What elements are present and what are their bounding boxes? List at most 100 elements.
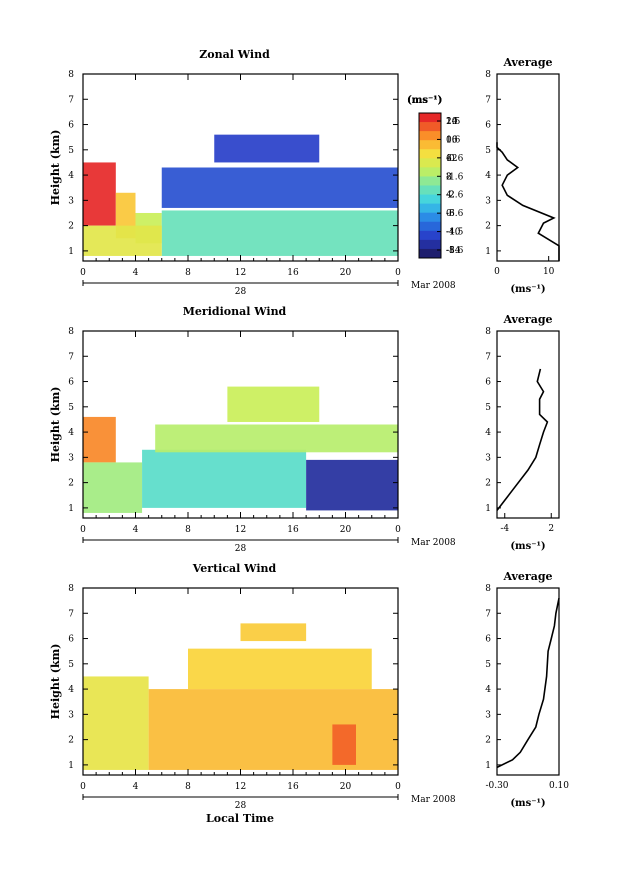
- y-tick-label: 5: [68, 660, 74, 670]
- x-tick-label: 0: [395, 268, 401, 278]
- profile-y-tick-label: 5: [485, 660, 491, 670]
- profile-x-label: (ms⁻¹): [510, 798, 545, 809]
- x-tick-label: 20: [340, 525, 352, 535]
- x-tick-label: 8: [185, 782, 191, 792]
- colorbar-swatch: [419, 158, 441, 168]
- y-tick-label: 5: [68, 146, 74, 156]
- colorbar-swatch: [419, 248, 441, 259]
- profile-title: Average: [502, 56, 552, 69]
- x-axis-title-local-time: Local Time: [206, 812, 274, 825]
- colorbar-swatch: [419, 239, 441, 250]
- profile-y-tick-label: 7: [485, 352, 491, 362]
- y-tick-label: 2: [68, 222, 74, 232]
- x-tick-label: 0: [80, 782, 86, 792]
- profile-frame: [496, 330, 560, 519]
- x-tick-label: 0: [80, 268, 86, 278]
- profile-x-tick-label: 0.10: [549, 781, 569, 791]
- profile-y-tick-label: 2: [485, 736, 491, 746]
- y-tick-label: 4: [68, 428, 74, 438]
- panel-title: Zonal Wind: [199, 48, 270, 61]
- profile-x-tick-label: 10: [543, 267, 555, 277]
- heatmap-cell-5: [227, 386, 320, 422]
- colorbar-tick-label: -4.5: [446, 228, 464, 238]
- profile-y-tick-label: 5: [485, 403, 491, 413]
- panel-title: Vertical Wind: [192, 562, 277, 575]
- heatmap-cells: [83, 386, 398, 513]
- profile-x-label: (ms⁻¹): [510, 284, 545, 295]
- colorbar-unit-label: (ms⁻¹): [407, 95, 442, 106]
- heatmap-cell-2: [142, 449, 307, 508]
- x-tick-label: 12: [235, 268, 246, 278]
- profile-y-tick-label: 4: [485, 171, 491, 181]
- profile-y-tick-label: 2: [485, 222, 491, 232]
- heatmap-cells: [83, 134, 398, 256]
- colorbar-tick-label: 12: [446, 154, 457, 164]
- heatmap-cell-0: [83, 676, 149, 770]
- colorbar-tick-label: 0.6: [446, 135, 461, 145]
- colorbar-swatch: [419, 212, 441, 223]
- y-tick-label: 8: [68, 327, 74, 337]
- y-tick-label: 5: [68, 403, 74, 413]
- heatmap-cell-4: [155, 424, 398, 453]
- colorbar-swatch: [419, 149, 441, 159]
- heatmap-cell-0: [83, 162, 116, 226]
- y-tick-label: 2: [68, 736, 74, 746]
- colorbar-tick-label: 0: [446, 209, 452, 219]
- colorbar-tick-label: -2: [446, 191, 455, 201]
- profile-y-tick-label: 4: [485, 428, 491, 438]
- colorbar-swatch: [419, 122, 441, 132]
- colorbar-unit-label: (ms⁻¹): [407, 95, 442, 106]
- colorbar-tick-label: 2: [446, 172, 452, 182]
- colorbar-swatch: [419, 113, 441, 123]
- profile-y-tick-label: 6: [485, 121, 491, 131]
- heatmap-cell-3: [161, 210, 398, 256]
- profile-title: Average: [502, 313, 552, 326]
- colorbar-unit-label: (ms⁻¹): [407, 95, 442, 106]
- profile-line: [496, 142, 560, 261]
- y-tick-label: 3: [68, 196, 74, 206]
- colorbar-tick-label: 4: [446, 191, 452, 201]
- x-tick-label: 0: [395, 525, 401, 535]
- x-tick-label: 4: [133, 782, 139, 792]
- colorbar-swatch: [419, 194, 441, 205]
- day-label: 28: [235, 287, 247, 297]
- profile-x-tick-label: -0.30: [485, 781, 508, 791]
- y-tick-label: 1: [68, 761, 74, 771]
- profile-y-tick-label: 1: [485, 761, 491, 771]
- profile-y-tick-label: 8: [485, 584, 491, 594]
- y-tick-label: 1: [68, 504, 74, 514]
- colorbar-tick-label: -5.6: [446, 246, 464, 256]
- colorbar-tick-label: -14: [446, 246, 461, 256]
- profile-frame: [496, 587, 560, 776]
- x-tick-label: 12: [235, 782, 246, 792]
- colorbar-swatch: [419, 221, 441, 232]
- profile-y-tick-label: 3: [485, 453, 491, 463]
- heatmap-cell-3: [240, 623, 307, 642]
- y-axis-title: Height (km): [49, 130, 62, 206]
- profile-y-tick-label: 8: [485, 327, 491, 337]
- profile-y-tick-label: 8: [485, 70, 491, 80]
- colorbar-tick-label: -1.6: [446, 172, 464, 182]
- colorbar-swatch: [419, 185, 441, 196]
- profile-line: [496, 368, 549, 511]
- colorbar-tick-label: 16: [446, 135, 458, 145]
- x-tick-label: 8: [185, 268, 191, 278]
- profile-y-tick-label: 1: [485, 504, 491, 514]
- y-tick-label: 4: [68, 685, 74, 695]
- x-tick-label: 12: [235, 525, 246, 535]
- y-tick-label: 6: [68, 121, 74, 131]
- y-tick-label: 7: [68, 352, 74, 362]
- profile-y-tick-label: 6: [485, 378, 491, 388]
- x-tick-label: 0: [80, 525, 86, 535]
- colorbar-swatch: [419, 131, 441, 141]
- colorbar-frame: [418, 112, 442, 259]
- colorbar-tick-label: -3.6: [446, 209, 464, 219]
- profile-y-tick-label: 7: [485, 95, 491, 105]
- colorbar-swatch: [419, 140, 441, 150]
- colorbar-tick-label: -10: [446, 228, 461, 238]
- colorbar-swatch: [419, 176, 441, 186]
